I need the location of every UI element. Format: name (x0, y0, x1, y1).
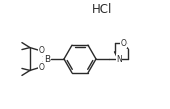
Text: O: O (38, 46, 44, 55)
Text: HCl: HCl (92, 3, 112, 16)
Text: N: N (116, 54, 122, 64)
Text: O: O (121, 38, 126, 48)
Text: O: O (38, 63, 44, 72)
Text: B: B (44, 54, 50, 64)
